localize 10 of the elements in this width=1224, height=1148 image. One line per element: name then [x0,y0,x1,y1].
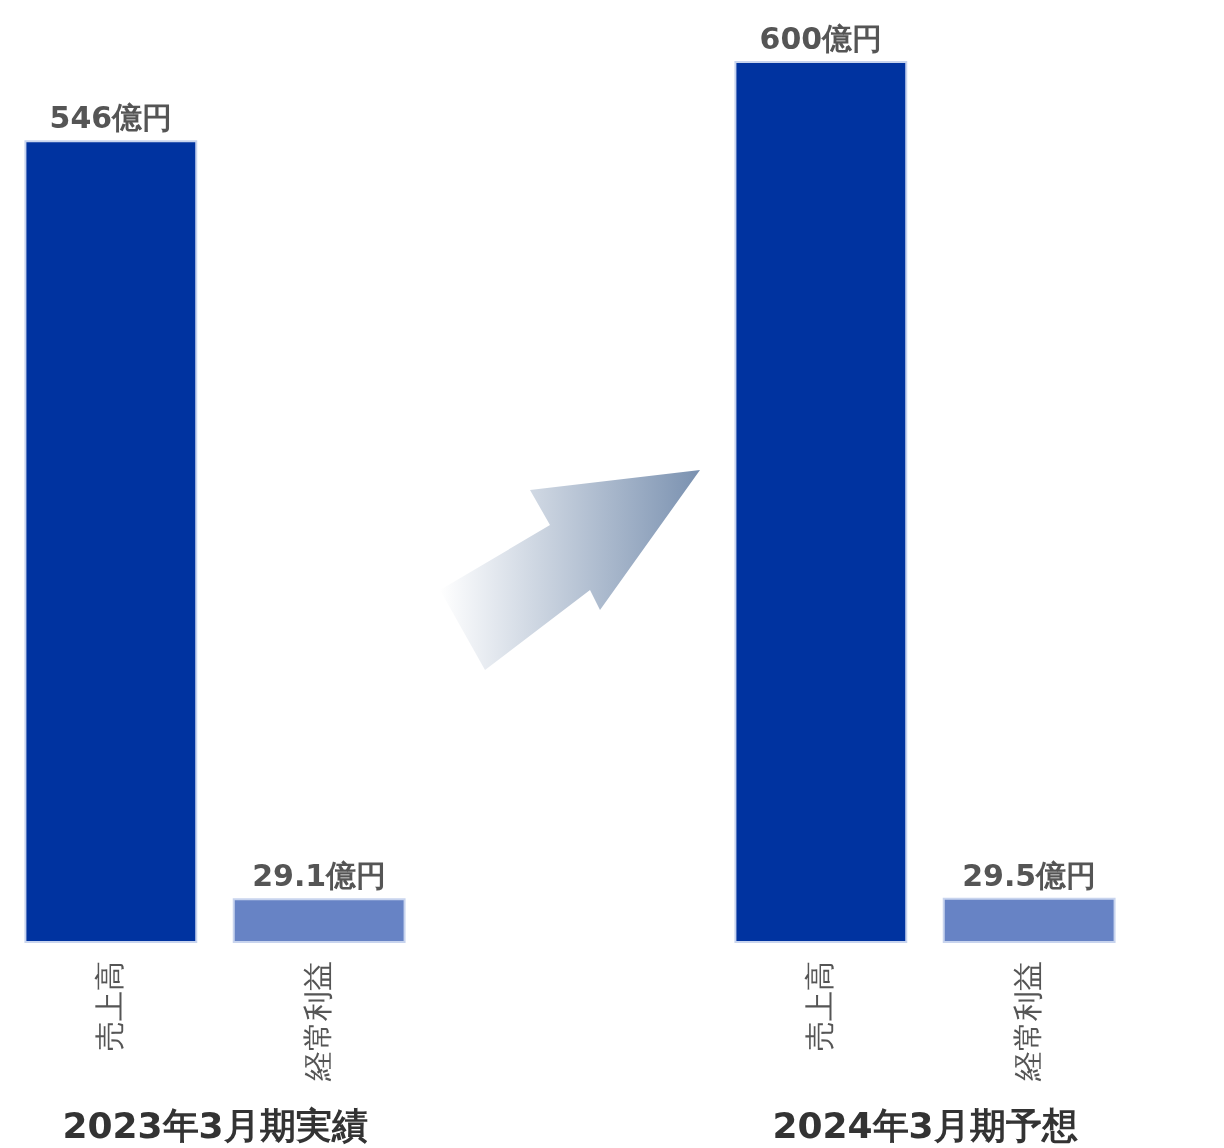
data-label: 29.1億円 [252,858,387,894]
text: 2023年3月期実績 [62,1105,368,1146]
x-tick-label: 経常利益 [300,960,336,1082]
data-label: 29.5億円 [962,857,1097,893]
x-tick-label: 経常利益 [1010,960,1046,1082]
x-tick-label: 売上高 [91,960,127,1051]
text: 2024年3月期予想 [772,1105,1078,1146]
data-label: 600億円 [759,21,883,56]
data-label: 546億円 [49,100,173,136]
x-tick-label: 売上高 [801,960,837,1051]
